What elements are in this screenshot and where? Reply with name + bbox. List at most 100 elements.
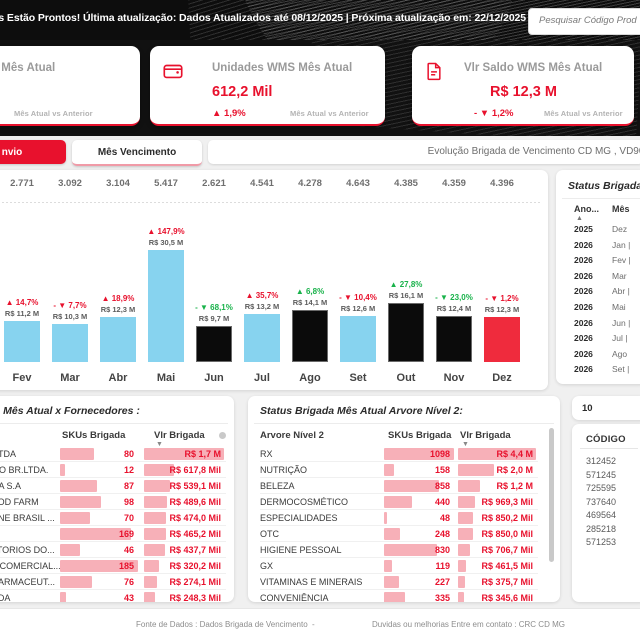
row-divider <box>0 461 226 462</box>
row-divider <box>260 525 538 526</box>
chart-bar[interactable] <box>484 317 520 362</box>
chart-bar[interactable] <box>4 321 40 362</box>
sort-ascending-icon: ▲ <box>576 215 583 222</box>
cell-skus: 12 <box>123 465 134 475</box>
cell-ano: 2026 <box>574 348 593 359</box>
chart-bar-column[interactable]: R$ 9,7 M - ▼ 68,1% Jun <box>190 210 238 388</box>
kpi-comparison-label: Mês Atual vs Anterior <box>544 109 623 118</box>
cell-skus: 98 <box>123 497 134 507</box>
chart-bar-value-label: R$ 9,7 M <box>198 314 230 323</box>
chart-bar[interactable] <box>148 250 184 362</box>
chart-bar-column[interactable]: R$ 12,3 M ▲ 18,9% Abr <box>94 210 142 388</box>
cell-name: CA DO BR.LTDA. <box>0 465 49 475</box>
chart-x-axis-label: Mai <box>156 372 176 384</box>
data-bar-skus <box>384 512 387 524</box>
chart-total-value: 4.385 <box>394 178 418 189</box>
column-header-skus-brigada[interactable]: SKUs Brigada <box>62 430 126 441</box>
chart-total-value: 3.104 <box>106 178 130 189</box>
cell-ano: 2026 <box>574 239 593 250</box>
codigo-list-item[interactable]: 737640 <box>586 496 617 507</box>
chart-bar-column[interactable]: R$ 16,1 M ▲ 27,8% Out <box>382 210 430 388</box>
cell-skus: 335 <box>434 593 450 602</box>
column-header-ano[interactable]: Ano... <box>574 204 599 214</box>
chart-bar[interactable] <box>196 326 232 362</box>
cell-valor: R$ 617,8 Mil <box>169 465 221 475</box>
data-bar-valor <box>144 544 165 556</box>
cell-name: L PROD FARM <box>0 497 39 507</box>
codigo-list-item[interactable]: 571245 <box>586 469 617 480</box>
chart-bar-value-label: R$ 12,4 M <box>436 304 472 313</box>
chart-bar[interactable] <box>100 317 136 362</box>
column-header-vlr-brigada[interactable]: Vlr Brigada <box>154 430 205 441</box>
status-brigada-panel: Status Brigada Ano... Mês ▲ 2025 Dez 2026 J… <box>556 170 640 384</box>
chart-bar[interactable] <box>292 310 328 362</box>
chart-total-value: 5.417 <box>154 178 178 189</box>
chart-bar-column[interactable]: R$ 11,2 M ▲ 14,7% Fev <box>0 210 46 388</box>
codigo-list-item[interactable]: 571253 <box>586 537 617 547</box>
chart-bar-column[interactable]: R$ 12,3 M - ▼ 1,2% Dez <box>478 210 526 388</box>
cell-skus: 70 <box>123 513 134 523</box>
chart-bar-column[interactable]: R$ 30,5 M ▲ 147,9% Mai <box>142 210 190 388</box>
codigo-list-item[interactable]: 312452 <box>586 456 617 466</box>
cell-name: STRIA S.A <box>0 481 22 491</box>
chart-bar-value-label: R$ 11,2 M <box>4 309 40 318</box>
tab-mes-vencimento[interactable]: Mês Vencimento <box>72 140 202 166</box>
kpi-delta: ▲ 1,9% <box>212 108 246 119</box>
cell-skus: 440 <box>434 497 450 507</box>
cell-valor: R$ 706,7 Mil <box>481 545 533 555</box>
banner-message: ados Estão Prontos! Última atualização: … <box>0 12 527 24</box>
footer-source: Fonte de Dados : Dados Brigada de Vencim… <box>136 620 308 629</box>
data-bar-skus <box>60 560 138 572</box>
cell-name: HKLINE BRASIL ... <box>0 513 55 523</box>
cell-name: OTC <box>260 529 279 539</box>
cell-name: DERMOCOSMÉTICO <box>260 497 349 507</box>
cell-skus: 169 <box>118 529 134 539</box>
chart-bar[interactable] <box>340 316 376 362</box>
chart-title-bar: Evolução Brigada de Vencimento CD MG , V… <box>208 140 640 164</box>
chart-bar-value-label: R$ 14,1 M <box>292 298 328 307</box>
data-bar-skus <box>60 496 101 508</box>
tab-envio[interactable]: nvio <box>0 140 66 164</box>
column-header-skus-brigada[interactable]: SKUs Brigada <box>388 430 452 441</box>
kpi-card-wms-mes-atual[interactable]: WMS Mês Atual Mil .8% Mês Atual vs Anter… <box>0 46 140 126</box>
kpi-card-vlr-saldo-wms[interactable]: Vlr Saldo WMS Mês Atual R$ 12,3 M - ▼ 1,… <box>412 46 634 126</box>
codigo-list-item[interactable]: 285218 <box>586 523 617 534</box>
codigo-list-item[interactable]: 725595 <box>586 483 617 493</box>
data-bar-valor <box>458 464 494 476</box>
cell-skus: 48 <box>439 513 450 523</box>
arvore-nivel2-panel: Status Brigada Mês Atual Arvore Nível 2:… <box>248 396 560 602</box>
chart-bar-column[interactable]: R$ 10,3 M - ▼ 7,7% Mar <box>46 210 94 388</box>
cell-skus: 830 <box>434 545 450 555</box>
chart-bar[interactable] <box>388 303 424 362</box>
chart-bar[interactable] <box>244 314 280 362</box>
data-bar-skus <box>384 544 437 556</box>
search-input[interactable]: Pesquisar Código Prod <box>528 8 640 35</box>
data-bar-skus <box>384 576 399 588</box>
kpi-card-unidades-wms[interactable]: Unidades WMS Mês Atual 612,2 Mil ▲ 1,9% … <box>150 46 385 126</box>
chart-bar[interactable] <box>436 316 472 362</box>
kpi-strip: WMS Mês Atual Mil .8% Mês Atual vs Anter… <box>0 40 640 136</box>
cell-valor: R$ 345,6 Mil <box>481 593 533 602</box>
cell-mes: Jul | <box>612 333 628 344</box>
document-icon <box>424 60 446 82</box>
chart-bar[interactable] <box>52 324 88 362</box>
chart-bar-column[interactable]: R$ 13,2 M ▲ 35,7% Jul <box>238 210 286 388</box>
chart-x-axis-label: Nov <box>443 372 465 384</box>
data-bar-skus <box>60 448 94 460</box>
column-header-arvore-nivel-2[interactable]: Arvore Nível 2 <box>260 430 324 441</box>
scrollbar-thumb[interactable] <box>219 432 226 439</box>
chart-bar-column[interactable]: R$ 14,1 M ▲ 6,8% Ago <box>286 210 334 388</box>
chart-bar-value-label: R$ 12,3 M <box>484 305 520 314</box>
column-header-codigo[interactable]: CÓDIGO <box>586 434 626 445</box>
chart-total-value: 2.771 <box>10 178 34 189</box>
data-bar-skus <box>384 560 392 572</box>
scrollbar-thumb[interactable] <box>549 428 554 562</box>
cell-mes: Dez <box>612 224 628 234</box>
codigo-list-item[interactable]: 469564 <box>586 510 617 520</box>
chart-bar-column[interactable]: R$ 12,4 M - ▼ 23,0% Nov <box>430 210 478 388</box>
column-header-mes[interactable]: Mês <box>612 204 630 214</box>
data-bar-skus <box>60 528 131 540</box>
column-header-vlr-brigada[interactable]: Vlr Brigada <box>460 430 511 441</box>
chart-bar-column[interactable]: R$ 12,6 M - ▼ 10,4% Set <box>334 210 382 388</box>
